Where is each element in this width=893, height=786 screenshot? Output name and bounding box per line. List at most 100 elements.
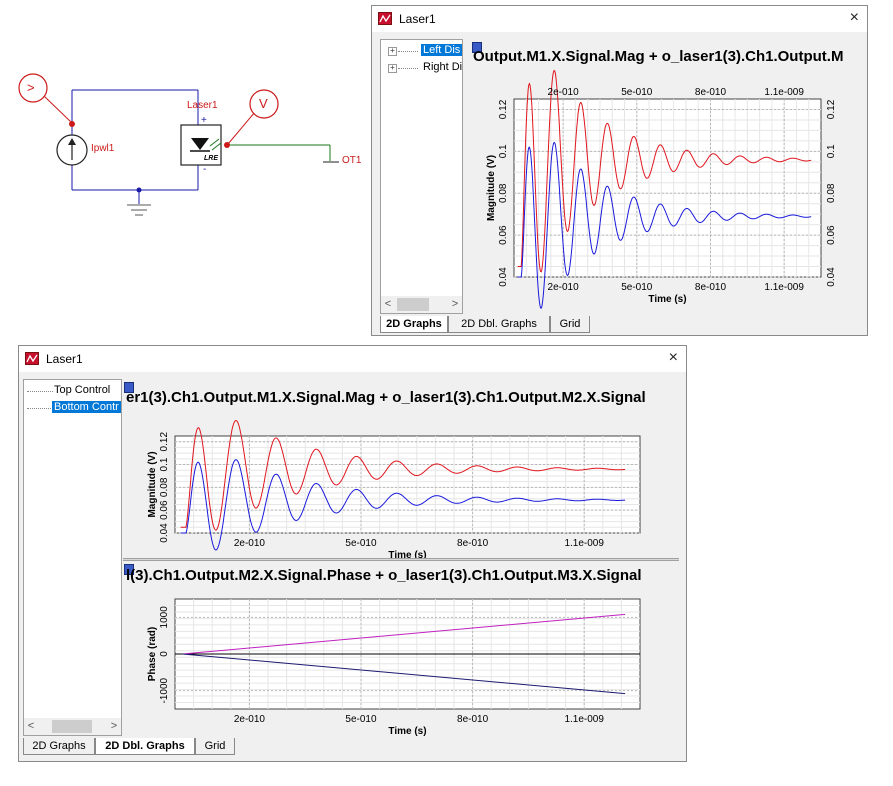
scroll-left-icon[interactable]: < — [27, 720, 35, 732]
x-tick-label: 2e-010 — [548, 282, 580, 293]
x-tick-label: 5e-010 — [345, 714, 377, 725]
tab-grid[interactable]: Grid — [195, 738, 235, 755]
graph-pane-bottom[interactable]: l(3).Ch1.Output.M2.X.Signal.Phase + o_la… — [123, 561, 679, 736]
graph-icon — [472, 42, 482, 53]
y-tick-label: 0.04 — [498, 267, 509, 287]
horizontal-scrollbar[interactable]: < > — [24, 718, 121, 735]
expand-icon[interactable]: + — [388, 64, 397, 73]
x-tick-label-top: 2e-010 — [548, 87, 580, 98]
y-tick-label: -1000 — [159, 677, 170, 703]
graph-window-bottom[interactable]: Laser1 × Top Control Bottom Contr < > er… — [18, 345, 687, 762]
source-label: Ipwl1 — [91, 143, 115, 154]
close-button[interactable]: × — [849, 9, 859, 26]
y-axis-label: Phase (rad) — [147, 627, 158, 681]
series-line — [180, 419, 626, 531]
laser-plus-sign: + — [201, 115, 207, 126]
laser-minus-sign: - — [203, 164, 207, 175]
scroll-right-icon[interactable]: > — [110, 720, 118, 732]
x-tick-label: 2e-010 — [234, 538, 266, 549]
series-line — [517, 69, 812, 273]
tab-2d-dbl-graphs[interactable]: 2D Dbl. Graphs — [95, 738, 195, 755]
x-tick-label: 1.1e-009 — [564, 714, 604, 725]
y-tick-label-right: 0.08 — [826, 183, 837, 203]
y-axis-label: Magnitude (V) — [147, 451, 158, 517]
series-line — [180, 459, 626, 551]
schematic-canvas — [18, 73, 339, 216]
current-probe[interactable] — [18, 73, 75, 127]
tree-connector — [27, 391, 53, 392]
display-tree[interactable]: + + Left Dis Right Di < > — [380, 39, 463, 314]
laser-symbol[interactable] — [180, 124, 222, 166]
display-tree[interactable]: Top Control Bottom Contr < > — [23, 379, 122, 736]
tab-2d-graphs[interactable]: 2D Graphs — [380, 316, 448, 333]
series-line — [182, 653, 626, 695]
tree-connector — [27, 408, 53, 409]
magnitude-chart: 2e-010 2e-010 5e-010 5e-010 8e-010 8e-010 1.1e… — [486, 69, 837, 309]
y-tick-label-right: 0.12 — [826, 99, 837, 119]
tree-item-bottom-control[interactable]: Bottom Contr — [52, 401, 121, 413]
graph-pane[interactable]: Output.M1.X.Signal.Mag + o_laser1(3).Ch1… — [466, 39, 864, 314]
x-tick-label: 5e-010 — [621, 282, 653, 293]
title-bar[interactable]: Laser1 × — [19, 346, 686, 372]
x-tick-label: 1.1e-009 — [564, 538, 604, 549]
graph-window-top[interactable]: Laser1 × + + Left Dis Right Di < > Outpu… — [371, 5, 868, 336]
tree-connector — [398, 51, 418, 52]
y-tick-label: 0.12 — [498, 99, 509, 119]
graph-icon — [124, 564, 134, 575]
graph-title: er1(3).Ch1.Output.M1.X.Signal.Mag + o_la… — [126, 389, 646, 406]
y-tick-label: 0.06 — [498, 225, 509, 245]
tree-item-left-display[interactable]: Left Dis — [421, 44, 462, 56]
phase-chart: 2e-010 5e-010 8e-010 1.1e-009 -1000 0 1000 Time… — [147, 598, 641, 736]
x-axis-label: Time (s) — [388, 726, 426, 736]
voltage-probe-symbol: V — [259, 96, 268, 111]
y-tick-label: 0.04 — [159, 523, 170, 543]
series-line — [517, 141, 812, 309]
ground-symbol — [127, 204, 151, 216]
current-probe-symbol: > — [27, 80, 35, 95]
graph-pane-top[interactable]: er1(3).Ch1.Output.M1.X.Signal.Mag + o_la… — [123, 379, 679, 558]
tab-grid[interactable]: Grid — [550, 316, 590, 333]
tab-strip[interactable]: 2D Graphs 2D Dbl. Graphs Grid — [23, 738, 663, 756]
graph-icon — [124, 382, 134, 393]
y-tick-label: 0.08 — [159, 477, 170, 497]
y-tick-label: 0.1 — [159, 457, 170, 471]
scroll-thumb[interactable] — [52, 720, 92, 733]
voltage-probe[interactable] — [224, 89, 279, 148]
x-tick-label: 8e-010 — [457, 714, 489, 725]
close-button[interactable]: × — [668, 349, 678, 366]
y-tick-label-right: 0.06 — [826, 225, 837, 245]
tab-strip[interactable]: 2D Graphs 2D Dbl. Graphs Grid — [380, 316, 860, 334]
graph-title: l(3).Ch1.Output.M2.X.Signal.Phase + o_la… — [126, 567, 642, 584]
scroll-thumb[interactable] — [397, 298, 429, 311]
y-tick-label: 0.12 — [159, 432, 170, 452]
y-tick-label-right: 0.1 — [826, 144, 837, 158]
scroll-left-icon[interactable]: < — [384, 298, 392, 310]
x-tick-label: 5e-010 — [345, 538, 377, 549]
current-source-symbol[interactable] — [56, 134, 88, 166]
plot-area — [174, 435, 641, 534]
x-axis-label: Time (s) — [648, 294, 686, 305]
app-icon — [378, 12, 392, 25]
laser-symbol-text: LRE — [204, 155, 218, 162]
magnitude-chart: 2e-010 5e-010 8e-010 1.1e-009 0.04 0.06 0.08 0.… — [147, 419, 641, 558]
horizontal-scrollbar[interactable]: < > — [381, 296, 462, 313]
expand-icon[interactable]: + — [388, 47, 397, 56]
scroll-right-icon[interactable]: > — [451, 298, 459, 310]
x-tick-label: 1.1e-009 — [764, 282, 804, 293]
tree-connector — [398, 68, 418, 69]
tree-item-right-display[interactable]: Right Di — [423, 61, 463, 73]
y-tick-label: 0 — [159, 651, 170, 657]
pane-splitter[interactable] — [123, 558, 679, 561]
output-label: OT1 — [342, 155, 362, 166]
junction-dot — [136, 187, 142, 193]
laser-label: Laser1 — [187, 100, 218, 111]
x-tick-label-top: 5e-010 — [621, 87, 653, 98]
tab-2d-dbl-graphs[interactable]: 2D Dbl. Graphs — [448, 316, 550, 333]
x-tick-label: 8e-010 — [457, 538, 489, 549]
y-tick-label-right: 0.04 — [826, 267, 837, 287]
app-icon — [25, 352, 39, 365]
tree-item-top-control[interactable]: Top Control — [54, 384, 111, 396]
x-tick-label: 8e-010 — [695, 282, 727, 293]
title-bar[interactable]: Laser1 × — [372, 6, 867, 32]
tab-2d-graphs[interactable]: 2D Graphs — [23, 738, 95, 755]
